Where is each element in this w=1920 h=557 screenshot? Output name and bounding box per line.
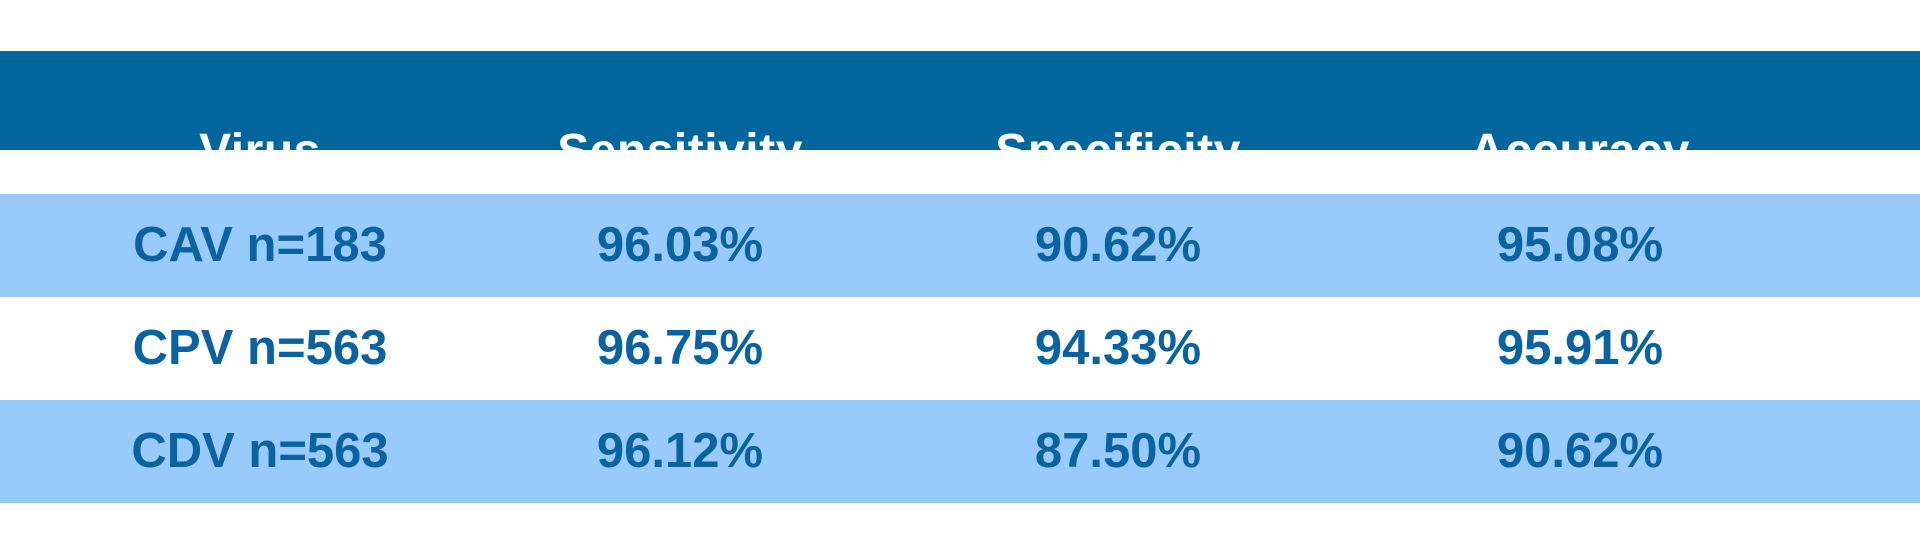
row-accuracy: 90.62% bbox=[1496, 424, 1664, 478]
row-accuracy: 95.91% bbox=[1496, 321, 1664, 375]
table-row: CPV n=563 96.75% 94.33% 95.91% bbox=[0, 297, 1920, 400]
header-accuracy: Accuracy bbox=[1469, 125, 1691, 178]
results-table: Virus Sensitivity Specificity Accuracy C… bbox=[0, 51, 1920, 503]
row-accuracy: 95.08% bbox=[1496, 218, 1664, 272]
header-specificity: Specificity bbox=[995, 125, 1241, 178]
header-sensitivity: Sensitivity bbox=[557, 125, 803, 178]
row-sensitivity: 96.03% bbox=[596, 218, 764, 272]
header-spacer bbox=[0, 150, 1920, 194]
table-row: CAV n=183 96.03% 90.62% 95.08% bbox=[0, 194, 1920, 297]
row-sensitivity: 96.12% bbox=[596, 424, 764, 478]
row-specificity: 90.62% bbox=[1034, 218, 1202, 272]
table-header-row: Virus Sensitivity Specificity Accuracy bbox=[0, 51, 1920, 178]
row-specificity: 87.50% bbox=[1034, 424, 1202, 478]
row-virus-cdv: CDV n=563 bbox=[131, 424, 389, 478]
row-virus-cpv: CPV n=563 bbox=[132, 321, 388, 375]
header-virus: Virus bbox=[199, 125, 321, 178]
row-sensitivity: 96.75% bbox=[596, 321, 764, 375]
row-specificity: 94.33% bbox=[1034, 321, 1202, 375]
table-row: CDV n=563 96.12% 87.50% 90.62% bbox=[0, 400, 1920, 503]
row-virus-cav: CAV n=183 bbox=[133, 218, 387, 272]
